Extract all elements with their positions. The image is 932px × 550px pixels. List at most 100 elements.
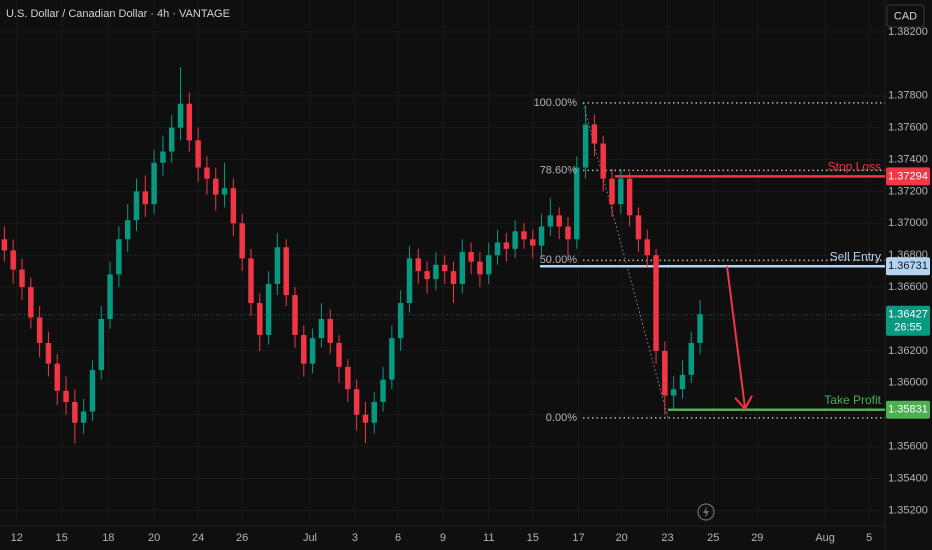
x-tick-label: 20 <box>148 532 160 544</box>
candle-body <box>345 366 351 390</box>
candle-body <box>380 379 386 402</box>
candle-body <box>1 239 8 251</box>
replay-icon[interactable] <box>697 503 715 521</box>
x-tick-label: 15 <box>527 532 539 544</box>
level-price-box <box>886 167 930 186</box>
candle-body <box>19 269 25 288</box>
candle-body <box>248 258 254 304</box>
level-price-label: 1.37294 <box>888 170 928 182</box>
trade-arrow-head <box>734 395 753 411</box>
level-name: Stop Loss <box>828 160 881 174</box>
x-tick-label: 29 <box>751 532 763 544</box>
candle-body <box>142 191 149 205</box>
candle-body <box>36 317 43 343</box>
fib-label: 78.60% <box>540 164 578 176</box>
grid <box>0 0 886 550</box>
candle-body <box>54 363 60 391</box>
chart-title: U.S. Dollar / Canadian Dollar · 4h · VAN… <box>6 8 230 20</box>
candle-body <box>565 226 571 240</box>
candle-body <box>151 162 157 205</box>
candle-body <box>292 295 298 335</box>
fib-label: 0.00% <box>546 412 577 424</box>
candle-body <box>274 247 281 284</box>
y-tick-label: 1.36200 <box>888 345 928 357</box>
y-tick-label: 1.36000 <box>888 377 928 389</box>
x-tick-label: 9 <box>440 532 446 544</box>
x-tick-label: 11 <box>483 532 494 544</box>
candle-body <box>433 264 439 280</box>
y-tick-label: 1.36600 <box>888 281 928 293</box>
candle-body <box>28 287 34 318</box>
candle-body <box>336 342 342 367</box>
level-price-box <box>886 257 930 276</box>
level-price-label: 1.35831 <box>888 404 928 416</box>
x-tick-label: 12 <box>11 532 23 544</box>
candle-body <box>459 252 466 284</box>
currency[interactable]: CAD <box>894 10 917 22</box>
candle-body <box>186 103 193 141</box>
candle-body <box>547 215 554 227</box>
candles <box>1 66 703 444</box>
x-tick-label: 25 <box>707 532 719 544</box>
candle-body <box>574 167 580 240</box>
fib-label: 100.00% <box>534 97 578 109</box>
last-price-label: 1.36427 <box>888 309 928 321</box>
candle-body <box>626 178 633 216</box>
candle-body <box>195 140 201 168</box>
level-price-box <box>886 400 930 419</box>
candle-body <box>653 255 659 351</box>
x-tick-label: Aug <box>815 532 835 544</box>
x-tick-label: 20 <box>616 532 628 544</box>
candle-body <box>283 247 289 296</box>
candle-body <box>503 242 510 249</box>
currency-box[interactable] <box>886 4 925 28</box>
candle-body <box>230 188 237 224</box>
candle-body <box>45 342 52 364</box>
candle-body <box>468 252 474 262</box>
x-tick-label: 18 <box>102 532 114 544</box>
level-price-label: 1.36731 <box>888 260 928 272</box>
candle-body <box>450 271 457 284</box>
y-tick-label: 1.35200 <box>888 504 928 516</box>
candle-body <box>327 319 333 343</box>
icon-circle[interactable] <box>697 503 715 521</box>
y-tick-label: 1.35600 <box>888 441 928 453</box>
candle-body <box>688 342 694 375</box>
candle-body <box>168 127 175 152</box>
candle-body <box>556 215 562 227</box>
icon-bolt[interactable] <box>703 506 709 518</box>
candle-body <box>204 167 210 179</box>
candle-body <box>63 390 69 402</box>
last-price-box <box>886 305 930 336</box>
overlays <box>0 102 885 419</box>
candle-body <box>389 338 395 380</box>
candle-body <box>512 231 518 249</box>
y-tick-label: 1.37800 <box>888 90 928 102</box>
candle-body <box>124 220 131 240</box>
candle-body <box>662 350 668 396</box>
x-tick-label: 3 <box>352 532 358 544</box>
y-tick-label: 1.38200 <box>888 26 928 38</box>
y-tick-label: 1.37400 <box>888 153 928 165</box>
candle-body <box>10 250 16 270</box>
candle-body <box>362 414 369 423</box>
candle-body <box>177 103 184 128</box>
x-tick-label: 5 <box>866 532 872 544</box>
candle-body <box>239 223 245 259</box>
y-tick-label: 1.37200 <box>888 185 928 197</box>
candle-body <box>257 303 263 335</box>
candle-body <box>353 389 360 415</box>
x-tick-label: 17 <box>572 532 584 544</box>
candle-body <box>530 239 536 246</box>
candle-body <box>609 178 615 205</box>
trade-arrow <box>726 266 746 408</box>
candle-body <box>116 239 122 275</box>
candle-body <box>107 274 113 320</box>
countdown-label: 26:55 <box>894 322 922 334</box>
candle-body <box>538 226 545 246</box>
x-tick-label: 23 <box>661 532 673 544</box>
x-tick-label: Jul <box>303 532 317 544</box>
y-tick-label: 1.35400 <box>888 472 928 484</box>
x-tick-label: 6 <box>395 532 401 544</box>
